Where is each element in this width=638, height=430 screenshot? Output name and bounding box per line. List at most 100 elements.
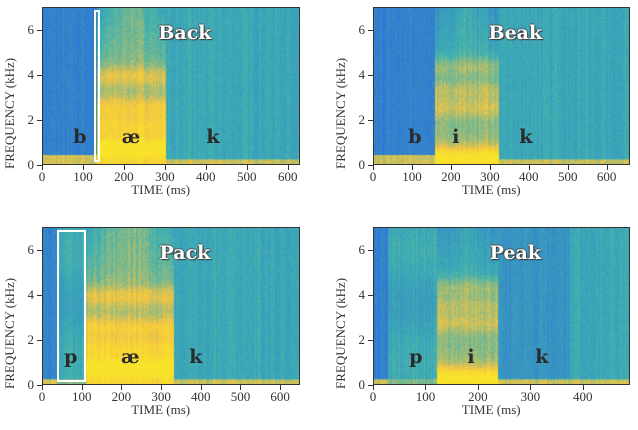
y-tick-label: 0 [358,377,366,392]
y-tick [368,74,373,76]
x-tick-label: 0 [38,389,46,404]
x-tick-label: 600 [596,169,617,184]
y-tick-label: 0 [27,157,35,172]
x-tick [200,385,202,390]
x-tick-label: 300 [520,389,541,404]
x-tick-label: 300 [155,169,175,184]
phoneme-label: k [535,346,549,368]
plot-area: Beak b i k [373,7,630,165]
y-tick [368,165,373,166]
x-tick [164,165,166,170]
x-tick [450,165,452,170]
x-tick [530,385,532,390]
word-title: Pack [159,242,211,264]
x-tick [606,165,608,170]
y-tick [37,385,42,386]
y-tick-label: 2 [358,331,366,347]
x-tick-label: 0 [369,389,377,404]
phoneme-label: k [206,126,220,148]
phoneme-label: b [73,126,87,148]
x-tick-label: 500 [557,169,578,184]
x-tick [161,385,163,390]
x-tick-label: 200 [111,389,132,404]
x-tick [373,165,374,170]
y-tick-label: 4 [27,66,35,82]
x-tick-label: 100 [73,169,93,184]
y-tick [368,119,373,121]
word-title: Beak [488,22,543,44]
y-axis-label: FREQUENCY (kHz) [2,277,17,389]
x-tick-label: 400 [196,169,216,184]
y-tick-label: 4 [358,286,366,302]
x-tick [240,385,242,390]
y-tick-label: 6 [27,21,35,37]
y-tick [368,29,373,31]
word-title: Peak [489,242,542,264]
y-tick-label: 4 [358,66,366,82]
x-tick-label: 600 [270,389,290,404]
x-tick-label: 600 [277,169,298,184]
x-tick [246,165,248,170]
y-tick [37,165,42,166]
x-tick-label: 100 [415,389,436,404]
x-tick-label: 200 [468,389,488,404]
phoneme-label: p [64,346,78,368]
y-tick-label: 6 [358,21,366,37]
x-axis-label: TIME (ms) [131,402,191,417]
phoneme-label: p [409,346,423,368]
y-tick [368,249,373,251]
x-tick [82,165,84,170]
y-tick [37,339,42,341]
x-axis-label: TIME (ms) [131,182,191,197]
phoneme-label: i [452,126,460,148]
y-tick-label: 6 [358,241,366,257]
x-tick [205,165,207,170]
word-title: Back [158,22,212,44]
y-axis-label: FREQUENCY (kHz) [2,57,17,169]
phoneme-label: k [519,126,533,148]
y-tick [368,385,373,386]
y-tick [37,119,42,121]
highlight-box [94,10,100,162]
y-tick-label: 0 [358,157,366,172]
phoneme-label: æ [121,346,140,368]
y-axis-label: FREQUENCY (kHz) [333,57,348,169]
x-tick-label: 0 [369,169,377,184]
y-tick-label: 2 [358,111,366,127]
x-tick [280,385,282,390]
plot-area: Peak p i k [373,227,630,385]
highlight-box [56,230,86,382]
x-tick [477,385,479,390]
x-tick-label: 400 [573,389,593,404]
y-tick [368,339,373,341]
spectrogram-heatmap [43,8,299,164]
x-tick-label: 0 [38,169,46,184]
y-tick-label: 2 [27,331,35,347]
spectrogram-heatmap [374,8,629,164]
x-tick [373,385,374,390]
x-tick [42,385,43,390]
x-tick-label: 300 [480,169,500,184]
x-tick [121,385,123,390]
x-tick [287,165,289,170]
phoneme-label: k [189,346,203,368]
x-tick [411,165,413,170]
y-tick-label: 6 [27,241,35,257]
x-tick-label: 300 [151,389,171,404]
spectrogram-heatmap [374,228,629,384]
y-tick [368,294,373,296]
x-tick [425,385,427,390]
x-tick-label: 500 [230,389,251,404]
x-tick-label: 100 [71,389,92,404]
plot-area: Back b æ k [42,7,300,165]
y-tick [37,74,42,76]
phoneme-label: æ [121,126,141,148]
y-tick [37,29,42,31]
x-tick [489,165,491,170]
plot-area: Pack p æ k [42,227,300,385]
y-tick [37,294,42,296]
x-tick [42,165,43,170]
x-tick-label: 100 [402,169,422,184]
x-tick-label: 400 [519,169,539,184]
y-tick-label: 2 [27,111,35,127]
